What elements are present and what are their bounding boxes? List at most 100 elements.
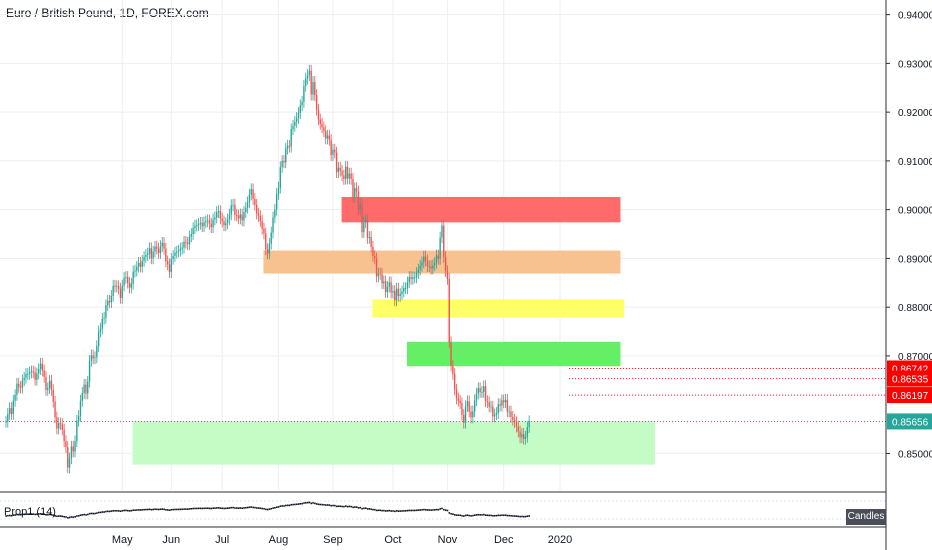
indicator-point [18,513,20,516]
candle-body [364,219,367,223]
candle-body [179,248,182,251]
candle-body [232,204,234,206]
candle-body [412,277,414,279]
candle-body [166,261,169,265]
indicator-point [403,510,405,512]
chart-title: Euro / British Pound, 1D, FOREX.com [6,6,209,20]
indicator-point [181,508,184,511]
indicator-point [21,513,24,516]
candle-body [250,189,252,195]
indicator-point [68,516,71,519]
y-tick-label: 0.91000 [898,157,932,168]
indicator-point [83,513,86,516]
candle-body [7,413,9,422]
candle-body [201,222,203,227]
candle-body [295,117,298,122]
indicator-point [266,508,269,511]
indicator-point [443,508,445,511]
candle-body [503,400,505,403]
indicator-point [379,509,382,512]
indicator-point [368,508,371,510]
indicator-point [513,515,516,517]
indicator-point [448,512,451,514]
indicator-point [154,508,156,511]
candle-body [346,166,349,179]
indicator-point [375,509,378,512]
indicator-point [406,509,409,512]
indicator-point [475,514,478,516]
candle-body [97,331,100,347]
zone-rect [132,421,655,465]
x-tick-label: 2020 [548,534,572,546]
indicator-point [81,514,84,516]
candle-body [404,288,407,289]
candle-body [39,363,42,370]
candle-body [81,392,83,401]
price-tag-label: 0.85656 [892,417,929,428]
indicator-point [463,515,465,517]
candle-body [170,258,173,273]
candle-body [392,291,394,293]
indicator-point [386,509,389,512]
price-tag-label: 0.86197 [892,391,929,402]
indicator-point [506,514,509,517]
indicator-point [364,507,367,509]
candle-body [432,265,434,269]
candle-body [428,266,430,268]
candle-body [137,262,140,267]
candle-body [154,246,156,252]
candle-body [266,249,269,254]
candle-body [101,318,103,329]
candle-body [79,400,82,416]
candle-body [88,360,91,382]
candle-body [105,305,107,318]
indicator-point [77,514,80,517]
x-tick-label: May [112,534,133,546]
indicator-point [52,514,55,517]
indicator-point [283,505,285,507]
candle-body [414,277,416,279]
indicator-point [125,509,127,512]
candle-body [152,251,154,259]
candle-body [357,191,360,210]
candle-body [174,252,176,256]
candle-body [441,225,443,238]
candle-body [377,273,380,277]
candle-body [230,205,232,215]
indicator-point [446,509,449,512]
candle-body [290,129,292,147]
candle-body [217,211,220,213]
candle-body [23,377,25,381]
indicator-point [294,503,296,506]
candle-body [259,215,262,221]
indicator-point [346,505,349,508]
candle-body [76,420,78,442]
candle-body [395,288,398,301]
indicator-point [96,512,98,514]
candle-body [130,283,133,288]
candle-body [117,286,120,289]
zone-rect [372,299,625,318]
candle-body [314,81,316,96]
candle-body [374,255,376,259]
candle-body [483,386,485,392]
candles-button[interactable]: Candles [846,509,886,525]
candle-body [366,219,369,238]
candle-body [497,404,499,413]
candle-body [226,219,229,224]
candle-body [263,228,265,234]
price-tag-box [887,387,932,404]
candle-body [272,217,274,233]
indicator-point [357,507,360,509]
indicator-point [495,514,498,517]
candle-body [161,242,163,247]
indicator-point [332,504,334,507]
indicator-point [450,513,452,515]
candle-body [508,411,510,413]
candle-body [486,401,489,403]
candle-body [143,256,145,261]
indicator-point [188,508,191,510]
indicator-point [321,503,323,506]
candle-body [56,417,58,429]
